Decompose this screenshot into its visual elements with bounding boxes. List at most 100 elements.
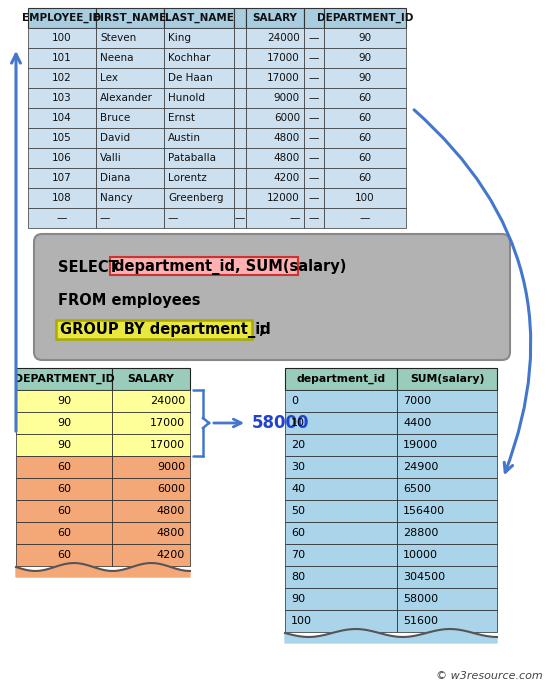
Text: 100: 100 xyxy=(355,193,375,203)
Bar xyxy=(16,368,112,390)
Text: 7000: 7000 xyxy=(403,396,431,406)
Bar xyxy=(96,188,164,208)
Text: 156400: 156400 xyxy=(403,506,445,516)
Bar xyxy=(246,88,304,108)
Bar xyxy=(234,188,246,208)
Text: 60: 60 xyxy=(359,173,372,183)
Text: 100: 100 xyxy=(291,616,312,626)
Bar xyxy=(164,148,234,168)
Bar xyxy=(285,434,397,456)
Text: 90: 90 xyxy=(57,396,71,406)
Text: 17000: 17000 xyxy=(150,418,185,428)
Text: 90: 90 xyxy=(359,73,372,83)
Bar xyxy=(246,8,304,28)
Bar xyxy=(96,28,164,48)
Text: —: — xyxy=(360,213,370,223)
Bar xyxy=(285,566,397,588)
Text: 60: 60 xyxy=(359,153,372,163)
Text: Greenberg: Greenberg xyxy=(168,193,223,203)
Bar xyxy=(285,522,397,544)
Text: —: — xyxy=(309,53,319,63)
Text: —: — xyxy=(309,213,319,223)
Bar xyxy=(16,434,112,456)
Bar xyxy=(397,412,497,434)
Text: 0: 0 xyxy=(291,396,298,406)
Text: EMPLOYEE_ID: EMPLOYEE_ID xyxy=(22,13,101,23)
Text: 60: 60 xyxy=(291,528,305,538)
Bar xyxy=(164,48,234,68)
Text: 20: 20 xyxy=(291,440,305,450)
Bar xyxy=(304,88,324,108)
Bar xyxy=(16,456,112,478)
Bar xyxy=(28,48,96,68)
Bar xyxy=(234,48,246,68)
Bar xyxy=(164,188,234,208)
Text: 17000: 17000 xyxy=(267,53,300,63)
Text: —: — xyxy=(168,213,178,223)
Bar xyxy=(16,390,112,412)
Bar xyxy=(28,148,96,168)
Polygon shape xyxy=(285,629,497,643)
Bar xyxy=(397,566,497,588)
Bar xyxy=(164,88,234,108)
Text: 4400: 4400 xyxy=(403,418,431,428)
Bar xyxy=(112,478,190,500)
Bar xyxy=(324,128,406,148)
Bar xyxy=(324,148,406,168)
Bar xyxy=(164,208,234,228)
Bar xyxy=(96,88,164,108)
Bar xyxy=(112,390,190,412)
Bar xyxy=(16,500,112,522)
Bar xyxy=(164,128,234,148)
Text: 60: 60 xyxy=(57,528,71,538)
Text: —: — xyxy=(309,133,319,143)
Text: 107: 107 xyxy=(52,173,72,183)
Text: SALARY: SALARY xyxy=(252,13,297,23)
Text: 60: 60 xyxy=(359,113,372,123)
Bar xyxy=(304,128,324,148)
Text: DEPARTMENT_ID: DEPARTMENT_ID xyxy=(317,13,413,23)
Bar xyxy=(397,500,497,522)
Text: 6500: 6500 xyxy=(403,484,431,494)
Bar xyxy=(16,522,112,544)
Text: 90: 90 xyxy=(57,440,71,450)
Text: De Haan: De Haan xyxy=(168,73,213,83)
Text: 28800: 28800 xyxy=(403,528,438,538)
Text: FROM employees: FROM employees xyxy=(58,292,201,308)
Text: 70: 70 xyxy=(291,550,305,560)
Text: 6000: 6000 xyxy=(274,113,300,123)
Text: 101: 101 xyxy=(52,53,72,63)
Text: Pataballa: Pataballa xyxy=(168,153,216,163)
Bar xyxy=(16,412,112,434)
Bar xyxy=(164,108,234,128)
Text: —: — xyxy=(309,113,319,123)
Text: 9000: 9000 xyxy=(274,93,300,103)
Bar xyxy=(304,168,324,188)
Text: 80: 80 xyxy=(291,572,305,582)
Bar xyxy=(112,456,190,478)
Bar xyxy=(397,478,497,500)
Text: SELECT: SELECT xyxy=(58,259,124,275)
Text: Neena: Neena xyxy=(100,53,134,63)
Bar xyxy=(234,208,246,228)
Bar xyxy=(234,8,246,28)
Bar xyxy=(285,588,397,610)
Bar xyxy=(96,48,164,68)
Text: SALARY: SALARY xyxy=(128,374,174,384)
Text: FIRST_NAME: FIRST_NAME xyxy=(94,13,167,23)
Bar xyxy=(324,48,406,68)
Text: 24900: 24900 xyxy=(403,462,438,472)
Bar xyxy=(285,368,397,390)
Text: King: King xyxy=(168,33,191,43)
Text: 90: 90 xyxy=(359,53,372,63)
Bar xyxy=(16,544,112,566)
Bar xyxy=(112,544,190,566)
Bar xyxy=(246,168,304,188)
Bar xyxy=(285,412,397,434)
Text: Valli: Valli xyxy=(100,153,122,163)
Text: 60: 60 xyxy=(359,93,372,103)
Bar xyxy=(304,48,324,68)
Bar xyxy=(285,500,397,522)
Bar xyxy=(324,88,406,108)
Bar xyxy=(285,478,397,500)
